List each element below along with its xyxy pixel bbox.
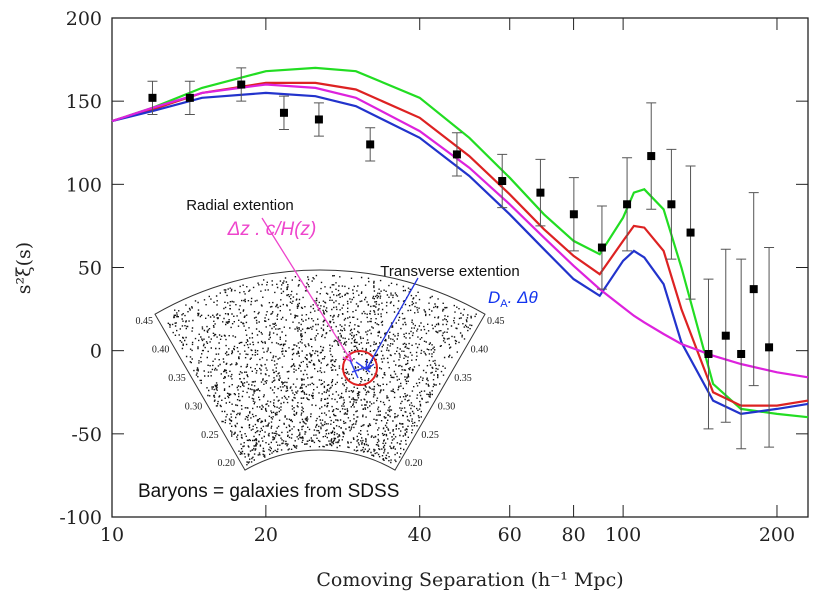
model-curve <box>111 81 809 407</box>
data-point <box>749 285 758 294</box>
x-axis-label: Comoving Separation (h⁻¹ Mpc) <box>316 569 623 591</box>
redshift-label: 0.20 <box>405 458 423 469</box>
redshift-label: 0.35 <box>168 373 186 384</box>
data-point <box>597 243 606 252</box>
redshift-label: 0.40 <box>152 345 170 356</box>
data-point <box>279 108 288 117</box>
redshift-label: 0.25 <box>421 430 439 441</box>
redshift-label: 0.25 <box>201 430 219 441</box>
map-wedge <box>154 269 486 471</box>
redshift-label: 0.35 <box>454 373 472 384</box>
x-tick-label: 80 <box>561 524 585 546</box>
bao-ring <box>342 350 378 386</box>
y-axis-label: s²ξ(s) <box>13 242 35 294</box>
data-point <box>647 152 656 161</box>
formula-subscript: A <box>500 298 508 310</box>
y-tick-label: 200 <box>66 8 102 30</box>
data-point <box>452 150 461 159</box>
redshift-label: 0.30 <box>438 401 456 412</box>
data-point <box>498 177 507 186</box>
model-curve <box>111 83 809 379</box>
redshift-label: 0.40 <box>471 345 489 356</box>
redshift-label: 0.45 <box>136 316 154 327</box>
x-tick-label: 200 <box>759 524 795 546</box>
data-point <box>721 331 730 340</box>
x-tick-label: 10 <box>100 524 124 546</box>
formula-symbol: D <box>488 288 500 307</box>
data-point <box>185 93 194 102</box>
caption: Baryons = galaxies from SDSS <box>138 481 399 502</box>
data-point <box>737 349 746 358</box>
data-point <box>148 93 157 102</box>
y-tick-label: -100 <box>59 507 102 529</box>
data-point <box>569 210 578 219</box>
transverse-label: Transverse extention <box>380 263 520 280</box>
y-tick-label: 100 <box>66 174 102 196</box>
x-tick-label: 40 <box>408 524 432 546</box>
data-point <box>704 349 713 358</box>
data-point <box>314 115 323 124</box>
data-point <box>686 228 695 237</box>
y-tick-label: 150 <box>66 91 102 113</box>
data-point <box>366 140 375 149</box>
redshift-label: 0.20 <box>218 458 236 469</box>
x-tick-label: 20 <box>254 524 278 546</box>
y-tick-label: -50 <box>71 424 102 446</box>
formula-rest: . Δθ <box>508 288 539 307</box>
data-point <box>623 200 632 209</box>
ring-arrows <box>349 359 371 379</box>
galaxy-map: 0.45 0.40 0.35 0.30 0.25 0.20 0.45 0.40 0.35 0.30… <box>136 217 505 471</box>
y-tick-label: 50 <box>78 258 102 280</box>
model-curve <box>111 91 809 416</box>
redshift-label: 0.45 <box>487 316 505 327</box>
redshift-label: 0.30 <box>185 401 203 412</box>
data-point <box>237 80 246 89</box>
x-tick-label: 100 <box>605 524 641 546</box>
x-tick-label: 60 <box>498 524 522 546</box>
data-point <box>667 200 676 209</box>
data-point <box>765 343 774 352</box>
data-point <box>536 188 545 197</box>
transverse-arrow <box>365 277 419 371</box>
radial-label: Radial extention <box>186 197 294 214</box>
radial-formula: Δz . c/H(z) <box>227 219 317 240</box>
y-tick-label: 0 <box>90 341 102 363</box>
transverse-formula: DA. Δθ <box>488 288 538 310</box>
